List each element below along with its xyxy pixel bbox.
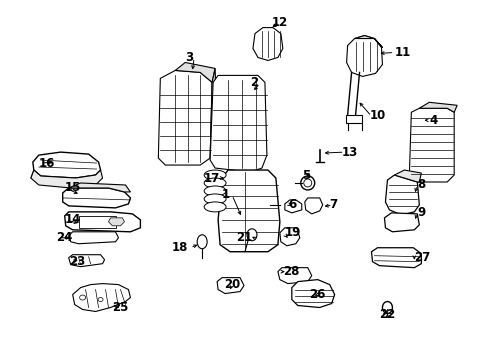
Polygon shape xyxy=(408,108,453,182)
Text: 13: 13 xyxy=(341,145,357,159)
Polygon shape xyxy=(304,198,322,214)
Ellipse shape xyxy=(203,170,225,180)
Ellipse shape xyxy=(246,229,256,241)
Text: 16: 16 xyxy=(39,157,55,170)
Ellipse shape xyxy=(300,176,314,190)
Text: 20: 20 xyxy=(224,278,240,291)
Polygon shape xyxy=(277,268,311,284)
Polygon shape xyxy=(385,175,419,215)
Text: 21: 21 xyxy=(235,231,251,244)
Bar xyxy=(345,115,361,123)
Polygon shape xyxy=(158,71,212,165)
Text: 27: 27 xyxy=(413,251,430,264)
Polygon shape xyxy=(371,248,421,268)
Polygon shape xyxy=(252,28,282,60)
Polygon shape xyxy=(291,280,334,307)
Polygon shape xyxy=(384,213,419,232)
Ellipse shape xyxy=(203,178,225,188)
Text: 23: 23 xyxy=(68,255,85,268)
Text: 6: 6 xyxy=(287,198,295,211)
Text: 28: 28 xyxy=(282,265,299,278)
Ellipse shape xyxy=(203,186,225,196)
Text: 2: 2 xyxy=(249,76,258,89)
Ellipse shape xyxy=(98,298,103,302)
Text: 25: 25 xyxy=(112,301,128,314)
Text: 4: 4 xyxy=(428,114,437,127)
Polygon shape xyxy=(346,36,382,76)
Text: 5: 5 xyxy=(301,168,309,181)
Text: 11: 11 xyxy=(394,46,410,59)
Ellipse shape xyxy=(197,235,207,249)
Polygon shape xyxy=(68,255,104,267)
Polygon shape xyxy=(73,284,130,311)
Text: 15: 15 xyxy=(64,181,81,194)
Polygon shape xyxy=(62,188,130,208)
Text: 26: 26 xyxy=(309,288,325,301)
Text: 7: 7 xyxy=(329,198,337,211)
Text: 8: 8 xyxy=(416,179,425,192)
Text: 1: 1 xyxy=(222,188,229,202)
Text: 3: 3 xyxy=(184,51,193,64)
Text: 22: 22 xyxy=(379,308,395,321)
Text: 14: 14 xyxy=(64,213,81,226)
Polygon shape xyxy=(279,228,299,246)
Text: 12: 12 xyxy=(271,16,287,29)
Ellipse shape xyxy=(80,295,85,300)
Text: 9: 9 xyxy=(416,206,425,219)
Polygon shape xyxy=(394,170,421,182)
Polygon shape xyxy=(175,62,215,82)
Text: 24: 24 xyxy=(56,231,72,244)
Text: 10: 10 xyxy=(369,109,385,122)
Polygon shape xyxy=(31,170,102,188)
Text: 18: 18 xyxy=(171,241,188,254)
Ellipse shape xyxy=(203,194,225,204)
Polygon shape xyxy=(64,212,140,232)
Polygon shape xyxy=(217,278,244,293)
Polygon shape xyxy=(33,152,101,178)
Text: 17: 17 xyxy=(203,171,220,185)
Polygon shape xyxy=(68,183,130,192)
Polygon shape xyxy=(68,232,118,244)
Polygon shape xyxy=(354,36,382,48)
Ellipse shape xyxy=(303,179,311,187)
Polygon shape xyxy=(210,68,218,158)
Polygon shape xyxy=(285,200,301,213)
Ellipse shape xyxy=(203,202,225,212)
Text: 19: 19 xyxy=(285,226,301,239)
Polygon shape xyxy=(108,218,124,226)
Polygon shape xyxy=(218,170,279,252)
Bar xyxy=(79,216,116,228)
Ellipse shape xyxy=(382,302,392,314)
Polygon shape xyxy=(210,75,266,172)
Polygon shape xyxy=(419,102,456,112)
